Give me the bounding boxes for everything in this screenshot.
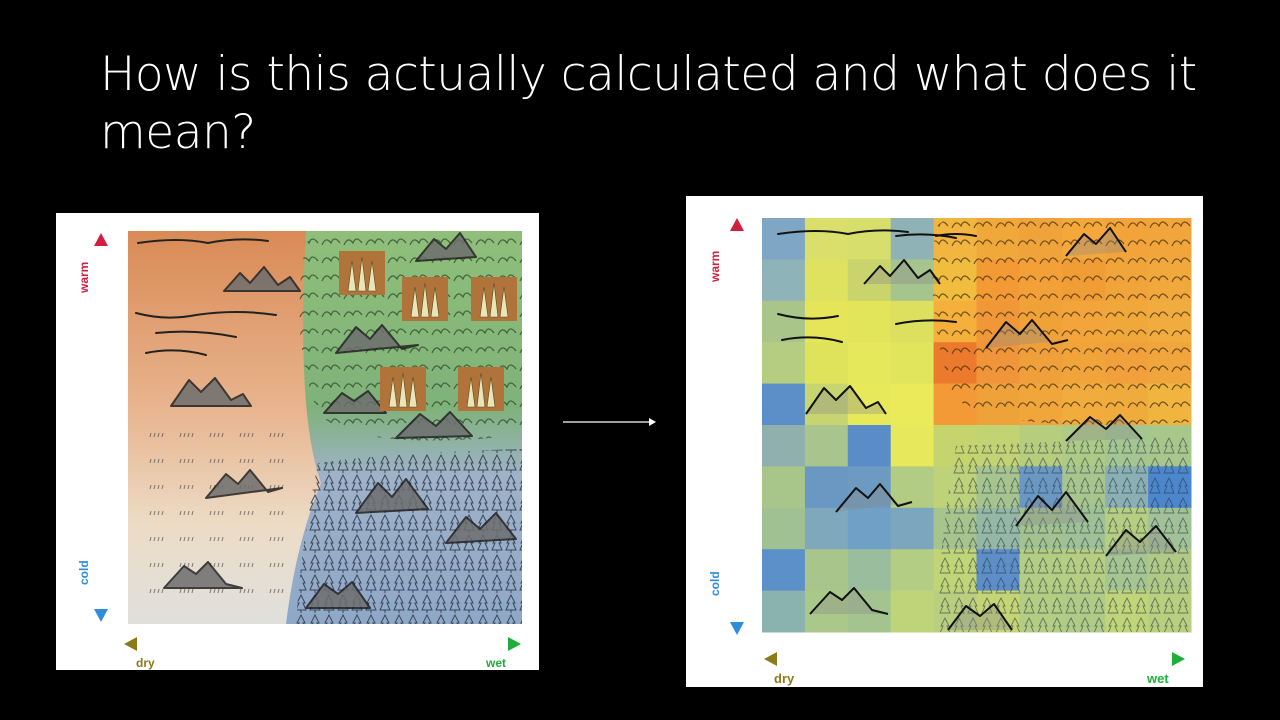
- heatmap-cell: [847, 300, 892, 343]
- heatmap-cell: [847, 259, 892, 302]
- heatmap-cell: [804, 259, 849, 302]
- heatmap-cell: [847, 549, 892, 592]
- warm-label: warm: [77, 262, 91, 294]
- dry-wet-axis: [764, 652, 1185, 666]
- transformation-arrow: [563, 418, 656, 426]
- slide-title: How is this actually calculated and what…: [100, 47, 1197, 160]
- heatmap-cell: [890, 342, 935, 385]
- heatmap-cell: [804, 342, 849, 385]
- dry-label: dry: [136, 656, 155, 670]
- heatmap-cell: [847, 507, 892, 550]
- heatmap-cell: [762, 590, 806, 633]
- heatmap-cell: [804, 425, 849, 467]
- cold-label: cold: [77, 560, 91, 585]
- heatmap-cell: [890, 383, 935, 426]
- heatmap-cell: [847, 218, 892, 260]
- heatmap-cell: [762, 218, 806, 260]
- warm-cold-axis: [94, 233, 108, 622]
- heatmap-cell: [847, 383, 892, 426]
- heatmap-cell: [762, 549, 806, 592]
- dry-wet-axis: [124, 637, 521, 651]
- wet-label: wet: [485, 656, 506, 670]
- heatmap-cell: [890, 549, 935, 592]
- heatmap-cell: [762, 425, 806, 467]
- heatmap-cell: [804, 300, 849, 343]
- heatmap-cell: [847, 590, 892, 633]
- gridded-heatmap: warm cold dry wet: [708, 218, 1192, 686]
- heatmap-cell: [890, 590, 935, 633]
- heatmap-cell: [804, 549, 849, 592]
- cold-label: cold: [708, 571, 722, 596]
- warm-cold-axis: [730, 218, 744, 635]
- landscape-illustration: warm cold dry wet: [77, 231, 522, 670]
- heatmap-cell: [890, 425, 935, 467]
- heatmap-cell: [762, 507, 806, 550]
- heatmap-cell: [762, 383, 806, 426]
- heatmap-cell: [762, 259, 806, 302]
- gridded-heatmap-panel: warm cold dry wet: [686, 196, 1203, 687]
- landscape-illustration-panel: warm cold dry wet: [56, 213, 539, 670]
- wet-label: wet: [1146, 671, 1169, 686]
- heatmap-cell: [804, 507, 849, 550]
- heatmap-cell: [804, 218, 849, 260]
- heatmap-cell: [847, 342, 892, 385]
- pine-photo-tiles: [339, 251, 517, 411]
- heatmap-cell: [762, 300, 806, 343]
- heatmap-cell: [890, 466, 935, 509]
- heatmap-cell: [847, 425, 892, 467]
- heatmap-cell: [890, 507, 935, 550]
- heatmap-cell: [804, 466, 849, 509]
- heatmap-cell: [762, 342, 806, 385]
- warm-label: warm: [708, 251, 722, 283]
- dry-label: dry: [774, 671, 795, 686]
- heatmap-cell: [762, 466, 806, 509]
- heatmap-cell: [890, 218, 935, 260]
